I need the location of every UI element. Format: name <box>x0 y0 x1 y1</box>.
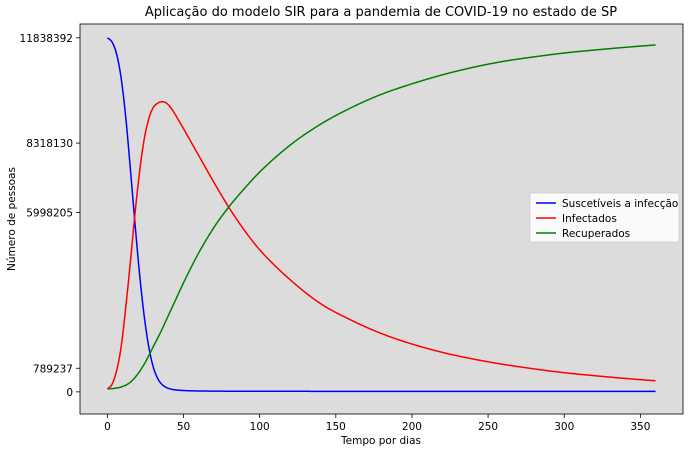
x-tick-label: 200 <box>402 421 422 433</box>
legend-label-suscetiveis: Suscetíveis a infecção <box>562 198 678 210</box>
y-tick-label: 0 <box>66 387 73 399</box>
legend-label-recuperados: Recuperados <box>562 228 630 240</box>
y-axis-label: Número de pessoas <box>6 167 18 271</box>
x-tick-label: 50 <box>177 421 190 433</box>
y-tick-label: 8318130 <box>26 138 73 150</box>
series-line-infectados <box>106 101 656 390</box>
series-line-suscetiveis <box>106 37 656 393</box>
y-tick-label: 11838392 <box>20 33 73 45</box>
x-tick-label: 300 <box>554 421 574 433</box>
x-tick-label: 150 <box>326 421 346 433</box>
y-tick-label: 789237 <box>33 363 73 375</box>
series-line-recuperados <box>107 44 656 390</box>
ticks-layer: 0 50 100 150 200 250 300 350 0 789237 5998205 83181… <box>20 33 651 433</box>
x-axis-label: Tempo por dias <box>340 435 421 447</box>
x-tick-label: 250 <box>478 421 498 433</box>
chart-title: Aplicação do modelo SIR para a pandemia … <box>145 5 617 20</box>
plot-frame <box>79 23 684 415</box>
legend: Suscetíveis a infecção Infectados Recupe… <box>529 192 680 243</box>
x-tick-label: 100 <box>250 421 270 433</box>
legend-label-infectados: Infectados <box>562 213 617 225</box>
y-tick-label: 5998205 <box>26 207 73 219</box>
x-tick-label: 0 <box>104 421 111 433</box>
x-tick-label: 350 <box>630 421 650 433</box>
legend-box <box>529 192 680 243</box>
series-layer <box>106 37 656 393</box>
